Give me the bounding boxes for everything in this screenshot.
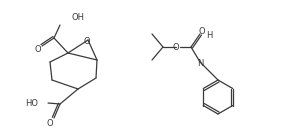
Text: O: O [173, 42, 179, 52]
Text: O: O [47, 119, 53, 129]
Text: H: H [206, 31, 212, 39]
Text: OH: OH [71, 14, 84, 22]
Text: O: O [35, 45, 41, 54]
Text: O: O [84, 36, 90, 45]
Text: N: N [197, 58, 203, 68]
Text: HO: HO [25, 99, 38, 108]
Text: O: O [199, 26, 205, 35]
